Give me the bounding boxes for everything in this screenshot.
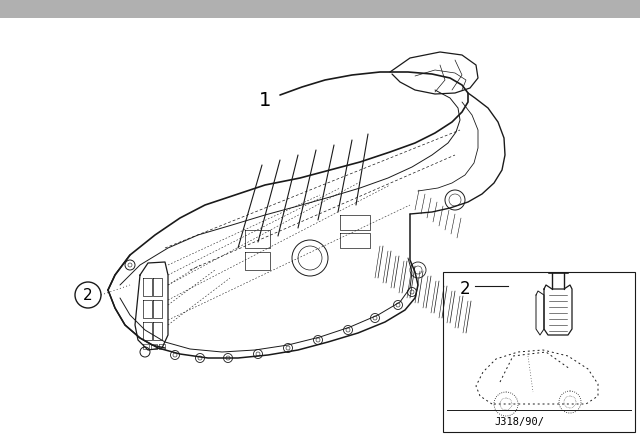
Text: 2: 2	[83, 288, 93, 302]
Bar	[0, 0, 640, 18]
Text: 2: 2	[460, 280, 470, 298]
Text: J318/90/: J318/90/	[494, 417, 544, 427]
Bar	[443, 272, 635, 432]
Text: 1: 1	[259, 90, 271, 109]
